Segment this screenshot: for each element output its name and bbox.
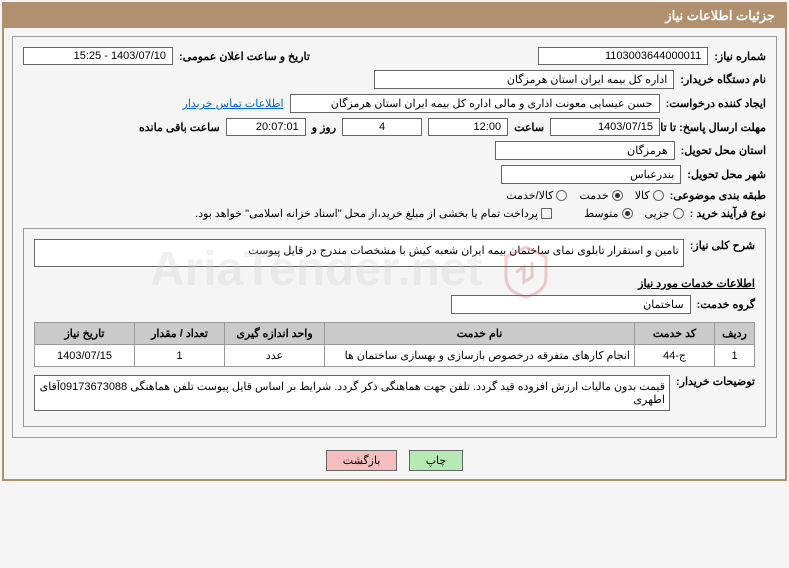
th-qty: تعداد / مقدار [135,323,225,345]
td-row: 1 [715,345,755,367]
panel-header: جزئیات اطلاعات نیاز [4,4,785,28]
deadline-time: 12:00 [428,118,508,136]
th-row: ردیف [715,323,755,345]
treasury-checkbox[interactable]: پرداخت تمام یا بخشی از مبلغ خرید،از محل … [195,207,552,220]
radio-both[interactable]: کالا/خدمت [506,189,567,202]
th-date: تاریخ نیاز [35,323,135,345]
radio-medium[interactable]: متوسط [584,207,633,220]
td-name: انجام کارهای متفرقه درخصوص بازسازی و بهس… [325,345,635,367]
th-unit: واحد اندازه گیری [225,323,325,345]
city-label: شهر محل تحویل: [687,168,766,181]
need-number-label: شماره نیاز: [714,50,766,63]
province-value: هرمزگان [495,141,675,160]
th-code: کد خدمت [635,323,715,345]
td-date: 1403/07/15 [35,345,135,367]
announce-date-label: تاریخ و ساعت اعلان عمومی: [179,50,310,63]
td-unit: عدد [225,345,325,367]
announce-date-value: 1403/07/10 - 15:25 [23,47,173,65]
buyer-notes-value: قیمت بدون مالیات ارزش افزوده قید گردد. ت… [34,375,670,411]
service-sub-box: شرح کلی نیاز: تامین و استقرار تابلوی نما… [23,228,766,427]
province-label: استان محل تحویل: [681,144,766,157]
requester-value: حسن عیسایی معونت اداری و مالی اداره کل ب… [290,94,660,113]
td-code: ج-44 [635,345,715,367]
services-table: ردیف کد خدمت نام خدمت واحد اندازه گیری ت… [34,322,755,367]
time-label: ساعت [514,121,544,134]
radio-minor[interactable]: جزیی [645,207,684,220]
need-number-value: 1103003644000011 [538,47,708,65]
requester-label: ایجاد کننده درخواست: [666,97,766,110]
city-value: بندرعباس [501,165,681,184]
buyer-notes-label: توضیحات خریدار: [676,375,755,388]
th-name: نام خدمت [325,323,635,345]
radio-goods[interactable]: کالا [635,189,664,202]
category-radios: کالا خدمت کالا/خدمت [506,189,663,202]
deadline-label: مهلت ارسال پاسخ: تا تاریخ: [666,121,766,134]
table-row: 1 ج-44 انجام کارهای متفرقه درخصوص بازساز… [35,345,755,367]
button-row: چاپ بازگشت [12,450,777,471]
process-radios: جزیی متوسط [584,207,684,220]
deadline-date: 1403/07/15 [550,118,660,136]
service-group-label: گروه خدمت: [697,298,755,311]
buyer-org-value: اداره کل بیمه ایران استان هرمزگان [374,70,674,89]
general-desc-label: شرح کلی نیاز: [690,239,755,252]
remain-label: ساعت باقی مانده [139,121,220,134]
print-button[interactable]: چاپ [409,450,464,471]
main-panel: جزئیات اطلاعات نیاز شماره نیاز: 11030036… [2,2,787,481]
process-type-label: نوع فرآیند خرید : [690,207,766,220]
deadline-remain: 20:07:01 [226,118,306,136]
table-header-row: ردیف کد خدمت نام خدمت واحد اندازه گیری ت… [35,323,755,345]
td-qty: 1 [135,345,225,367]
buyer-org-label: نام دستگاه خریدار: [680,73,766,86]
general-desc-value: تامین و استقرار تابلوی نمای ساختمان بیمه… [34,239,684,267]
details-box: شماره نیاز: 1103003644000011 تاریخ و ساع… [12,36,777,438]
category-label: طبقه بندی موضوعی: [670,189,766,202]
radio-service[interactable]: خدمت [579,189,622,202]
days-label: روز و [312,121,336,134]
back-button[interactable]: بازگشت [326,450,398,471]
service-group-value: ساختمان [451,295,691,314]
deadline-days: 4 [342,118,422,136]
contact-link[interactable]: اطلاعات تماس خریدار [183,97,284,110]
service-info-title: اطلاعات خدمات مورد نیاز [638,277,755,290]
